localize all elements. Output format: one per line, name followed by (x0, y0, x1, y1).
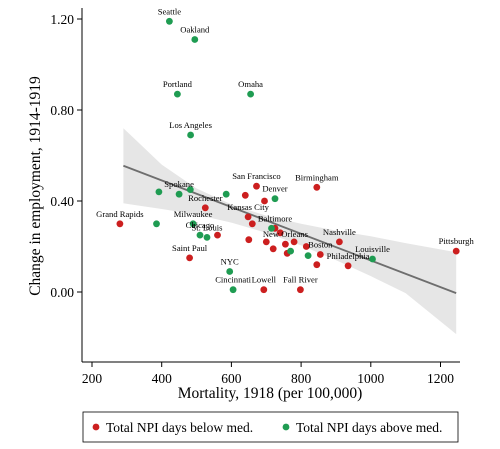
point-above-median (203, 234, 211, 241)
point-below-median (344, 262, 352, 270)
point-above-median (304, 252, 312, 259)
point-above-median (229, 286, 237, 294)
point-below-median (302, 243, 310, 250)
point-below-median (186, 254, 194, 262)
point-above-median (369, 255, 376, 263)
x-tick-label: 200 (82, 371, 103, 386)
point-above-median (226, 268, 234, 275)
confidence-band (123, 128, 457, 335)
y-tick-label: 0.00 (50, 285, 74, 300)
scatter-points (116, 17, 460, 294)
axes (81, 8, 460, 363)
point-above-median (196, 231, 204, 239)
point-below-median (116, 220, 124, 228)
point-label: Cincinnati (215, 275, 251, 285)
legend-marker-below (92, 423, 100, 431)
point-above-median (166, 17, 173, 25)
point-above-median (174, 90, 181, 98)
legend-marker-above (282, 423, 290, 431)
point-above-median (268, 224, 275, 232)
point-label: New Orleans (263, 229, 309, 239)
point-above-median (222, 190, 230, 198)
y-ticks: 0.00 0.40 0.80 1.20 (50, 12, 82, 300)
point-below-median (245, 236, 253, 244)
y-tick-label: 0.80 (50, 103, 74, 118)
fit-line-layer (123, 164, 457, 294)
x-ticks: 200 400 600 800 1000 1200 (82, 362, 454, 386)
point-label: Portland (163, 79, 193, 89)
point-below-median (201, 204, 209, 212)
point-above-median (187, 131, 195, 139)
point-label: Denver (262, 184, 287, 194)
point-label: Spokane (164, 179, 194, 189)
point-above-median (247, 90, 255, 98)
x-tick-label: 800 (291, 371, 312, 386)
point-below-median (253, 182, 260, 190)
point-label: Baltimore (258, 213, 293, 223)
point-label: Lowell (252, 275, 277, 285)
point-below-median (282, 240, 289, 248)
point-above-median (189, 220, 197, 228)
point-below-median (452, 247, 460, 255)
point-label: Nashville (323, 227, 356, 237)
point-label: Chicago (186, 220, 215, 230)
legend-frame (82, 411, 459, 443)
point-label: Kansas City (227, 202, 269, 212)
point-label: NYC (221, 257, 239, 267)
confidence-band-layer (123, 128, 457, 335)
point-label: San Francisco (232, 171, 280, 181)
point-above-median (191, 36, 199, 43)
point-label: Rochester (188, 193, 223, 203)
point-below-median (244, 213, 252, 221)
point-below-median (313, 183, 321, 191)
point-label: Philadelphia (327, 251, 370, 261)
x-tick-label: 600 (221, 371, 242, 386)
point-label: Pittsburgh (439, 236, 475, 246)
point-below-median (260, 286, 268, 294)
point-label: Boston (308, 240, 333, 250)
point-above-median (153, 220, 160, 228)
y-tick-label: 0.40 (50, 194, 74, 209)
point-label: Fall River (283, 275, 318, 285)
point-above-median (155, 188, 163, 196)
point-label: St. Louis (191, 222, 223, 232)
point-below-median (262, 238, 270, 246)
point-below-median (313, 261, 321, 269)
point-below-median (290, 238, 298, 246)
point-below-median (297, 286, 304, 294)
point-label: Oakland (180, 25, 210, 35)
point-above-median (271, 195, 279, 203)
y-tick-label: 1.20 (50, 12, 74, 27)
legend-label-below: Total NPI days below med. (106, 420, 253, 435)
fit-line (123, 164, 457, 294)
point-labels: Grand Rapids Pittsburgh Birmingham San Fran… (96, 6, 474, 284)
x-tick-label: 1200 (427, 371, 454, 386)
point-below-median (261, 197, 268, 205)
point-label: Grand Rapids (96, 209, 144, 219)
point-below-median (269, 245, 277, 253)
point-label: Saint Paul (172, 243, 208, 253)
point-below-median (336, 238, 343, 246)
point-below-median (316, 251, 324, 258)
x-tick-label: 1000 (357, 371, 384, 386)
y-axis-title: Change in employment, 1914-1919 (27, 76, 44, 296)
point-label: Milwaukee (174, 209, 213, 219)
point-label: Louisville (355, 244, 390, 254)
point-below-median (276, 229, 284, 237)
point-label: Seattle (158, 6, 182, 16)
point-label: Birmingham (295, 172, 339, 182)
point-above-median (175, 190, 183, 198)
legend: Total NPI days below med. Total NPI days… (82, 411, 459, 443)
point-label: Omaha (238, 79, 263, 89)
point-label: Los Angeles (169, 120, 212, 130)
x-tick-label: 400 (152, 371, 173, 386)
x-axis-title: Mortality, 1918 (per 100,000) (178, 385, 363, 402)
legend-label-above: Total NPI days above med. (296, 420, 442, 435)
point-below-median (248, 220, 256, 228)
point-below-median (241, 191, 249, 199)
point-above-median (287, 247, 294, 255)
point-below-median (214, 231, 221, 239)
point-above-median (186, 186, 194, 194)
